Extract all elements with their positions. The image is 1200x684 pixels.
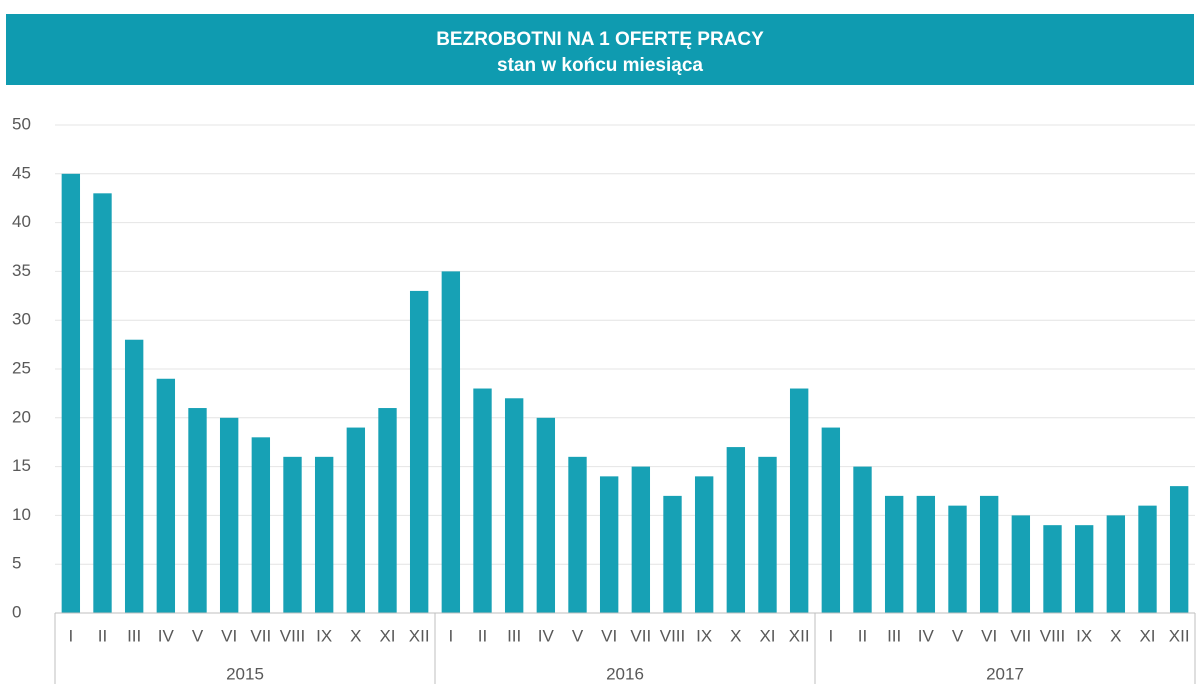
x-tick-label: II bbox=[478, 626, 487, 645]
bar bbox=[283, 456, 302, 613]
bar bbox=[504, 398, 524, 613]
bar bbox=[948, 505, 967, 613]
bar bbox=[631, 466, 651, 613]
x-tick-label: XI bbox=[759, 626, 775, 645]
y-tick-label: 10 bbox=[12, 505, 31, 524]
x-tick-label: III bbox=[127, 626, 141, 645]
x-tick-label: VI bbox=[981, 626, 997, 645]
x-tick-label: VII bbox=[630, 626, 651, 645]
x-tick-label: X bbox=[1110, 626, 1121, 645]
x-tick-label: X bbox=[350, 626, 361, 645]
bar bbox=[568, 456, 587, 613]
bar bbox=[694, 476, 714, 613]
y-tick-label: 40 bbox=[12, 212, 31, 231]
bar bbox=[1106, 515, 1126, 613]
bar bbox=[599, 476, 619, 613]
bar bbox=[473, 388, 492, 613]
bar bbox=[1011, 515, 1031, 613]
x-tick-label: VIII bbox=[1040, 626, 1066, 645]
bar bbox=[1074, 525, 1094, 613]
x-tick-label: IV bbox=[538, 626, 555, 645]
x-tick-label: IX bbox=[696, 626, 712, 645]
group-label: 2016 bbox=[606, 664, 644, 683]
chart-title: BEZROBOTNI NA 1 OFERTĘ PRACY bbox=[436, 29, 764, 50]
x-tick-label: VI bbox=[601, 626, 617, 645]
bar bbox=[124, 339, 144, 613]
y-tick-label: 0 bbox=[12, 602, 21, 621]
y-tick-label: 20 bbox=[12, 407, 31, 426]
bar bbox=[758, 456, 777, 613]
x-tick-label: XI bbox=[1139, 626, 1155, 645]
chart-subtitle: stan w końcu miesiąca bbox=[497, 55, 703, 76]
x-tick-label: III bbox=[507, 626, 521, 645]
bar bbox=[663, 495, 682, 613]
bar bbox=[916, 495, 936, 613]
bar bbox=[726, 447, 746, 613]
bar bbox=[979, 495, 999, 613]
bar bbox=[1169, 486, 1189, 613]
bar bbox=[251, 437, 271, 613]
bar bbox=[1138, 505, 1157, 613]
x-tick-label: III bbox=[887, 626, 901, 645]
bar bbox=[1043, 525, 1062, 613]
bar bbox=[346, 427, 366, 613]
x-tick-label: VII bbox=[1010, 626, 1031, 645]
x-tick-label: XII bbox=[789, 626, 810, 645]
x-tick-label: V bbox=[572, 626, 584, 645]
x-tick-label: VIII bbox=[280, 626, 306, 645]
y-tick-label: 25 bbox=[12, 358, 31, 377]
bar bbox=[821, 427, 841, 613]
bar bbox=[536, 417, 556, 613]
y-tick-label: 30 bbox=[12, 310, 31, 329]
x-tick-label: II bbox=[98, 626, 107, 645]
x-tick-label: I bbox=[68, 626, 73, 645]
x-tick-label: VII bbox=[250, 626, 271, 645]
bar bbox=[156, 378, 176, 613]
x-tick-label: V bbox=[192, 626, 204, 645]
bar bbox=[853, 466, 872, 613]
x-tick-label: VIII bbox=[660, 626, 686, 645]
x-tick-label: X bbox=[730, 626, 741, 645]
bar bbox=[314, 456, 334, 613]
x-tick-label: XII bbox=[409, 626, 430, 645]
x-tick-label: IX bbox=[1076, 626, 1092, 645]
x-tick-label: XII bbox=[1169, 626, 1190, 645]
y-tick-label: 50 bbox=[12, 114, 31, 133]
x-tick-label: II bbox=[858, 626, 867, 645]
x-tick-label: I bbox=[448, 626, 453, 645]
bar bbox=[219, 417, 239, 613]
title-bar bbox=[6, 14, 1194, 85]
x-tick-label: V bbox=[952, 626, 964, 645]
bar bbox=[378, 408, 397, 613]
x-tick-label: VI bbox=[221, 626, 237, 645]
x-tick-label: IV bbox=[918, 626, 935, 645]
bar bbox=[441, 271, 461, 613]
bar bbox=[61, 173, 81, 614]
y-tick-label: 45 bbox=[12, 163, 31, 182]
bar bbox=[789, 388, 809, 613]
bar bbox=[884, 495, 904, 613]
bar bbox=[409, 290, 429, 613]
y-tick-label: 5 bbox=[12, 554, 21, 573]
y-tick-label: 15 bbox=[12, 456, 31, 475]
y-tick-label: 35 bbox=[12, 261, 31, 280]
bar bbox=[93, 193, 112, 613]
x-tick-label: IV bbox=[158, 626, 175, 645]
bar bbox=[188, 408, 207, 613]
group-label: 2015 bbox=[226, 664, 264, 683]
x-tick-label: IX bbox=[316, 626, 332, 645]
group-label: 2017 bbox=[986, 664, 1024, 683]
x-tick-label: XI bbox=[379, 626, 395, 645]
x-tick-label: I bbox=[828, 626, 833, 645]
